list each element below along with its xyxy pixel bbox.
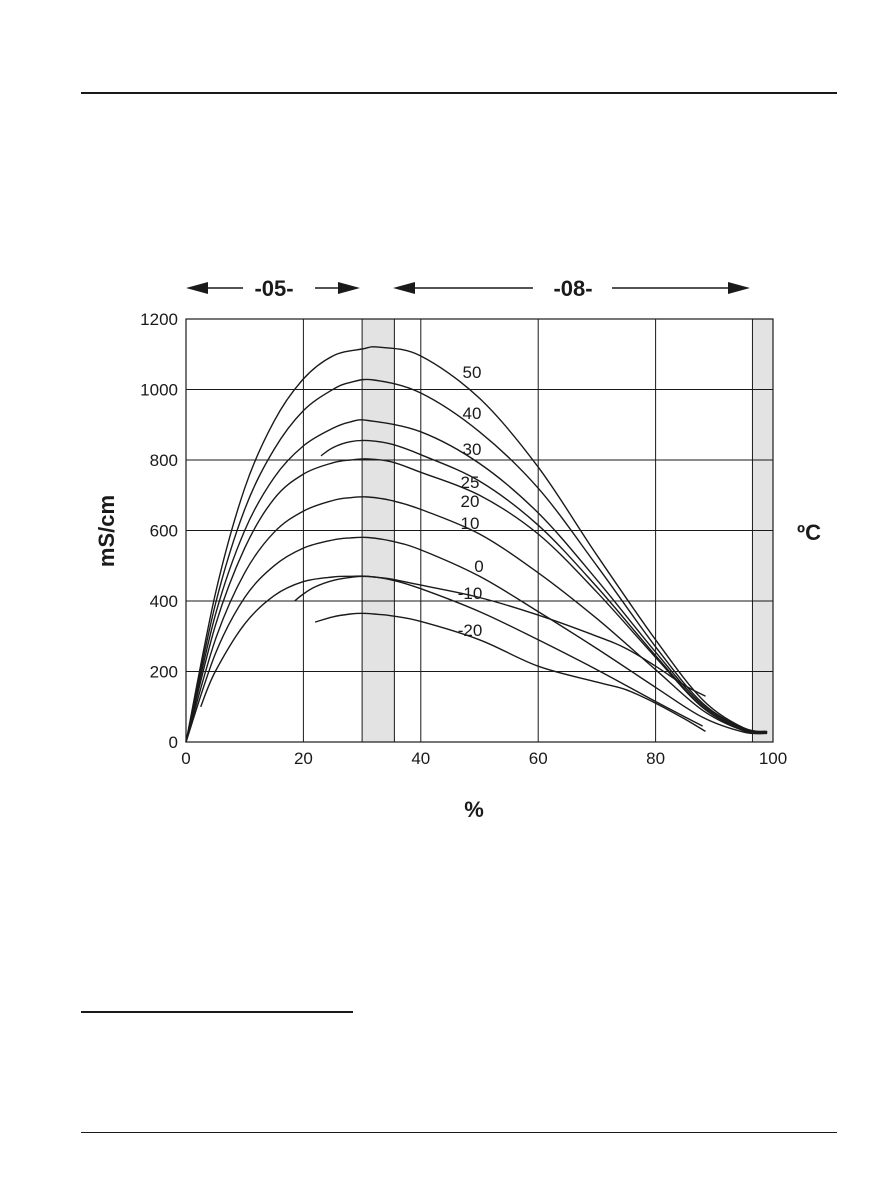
series-line-2 xyxy=(185,419,768,743)
series-lines xyxy=(185,346,768,743)
series-label: 0 xyxy=(474,557,483,576)
series-line-4 xyxy=(185,458,768,743)
series-line-1 xyxy=(185,378,768,743)
x-tick-label: 60 xyxy=(529,749,548,768)
arrow-right-icon xyxy=(338,282,360,294)
series-label: 30 xyxy=(463,440,482,459)
series-label: 50 xyxy=(463,363,482,382)
series-label: -10 xyxy=(458,584,483,603)
series-line-9 xyxy=(314,612,706,733)
y-axis-title: mS/cm xyxy=(94,495,119,567)
x-tick-label: 100 xyxy=(759,749,787,768)
y-tick-label: 400 xyxy=(150,592,178,611)
series-line-6 xyxy=(185,536,768,743)
temperature-unit-label: ºC xyxy=(797,520,821,545)
series-line-5 xyxy=(185,496,768,743)
series-label: 40 xyxy=(463,404,482,423)
series-label: 20 xyxy=(461,492,480,511)
y-tick-label: 200 xyxy=(150,663,178,682)
header-rule xyxy=(81,92,837,94)
y-tick-label: 1200 xyxy=(140,310,178,329)
series-line-8 xyxy=(294,575,706,697)
x-tick-label: 40 xyxy=(411,749,430,768)
arrow-left-icon xyxy=(186,282,208,294)
series-label: 10 xyxy=(461,514,480,533)
y-tick-label: 800 xyxy=(150,451,178,470)
range-annotations: -05- -08- xyxy=(186,276,750,301)
footer-rule xyxy=(81,1132,837,1133)
y-tick-label: 0 xyxy=(169,733,178,752)
x-tick-label: 0 xyxy=(181,749,190,768)
x-tick-label: 20 xyxy=(294,749,313,768)
x-tick-label: 80 xyxy=(646,749,665,768)
plot-frame xyxy=(185,318,774,743)
arrow-right-icon xyxy=(728,282,750,294)
series-label: 25 xyxy=(461,473,480,492)
arrow-left-icon xyxy=(393,282,415,294)
y-tick-label: 1000 xyxy=(140,381,178,400)
x-axis-title: % xyxy=(464,797,484,822)
series-label: -20 xyxy=(458,621,483,640)
range-label: -08- xyxy=(553,276,592,301)
range-label: -05- xyxy=(254,276,293,301)
footnote-rule xyxy=(81,1011,353,1013)
series-line-0 xyxy=(185,346,768,743)
y-tick-label: 600 xyxy=(150,522,178,541)
